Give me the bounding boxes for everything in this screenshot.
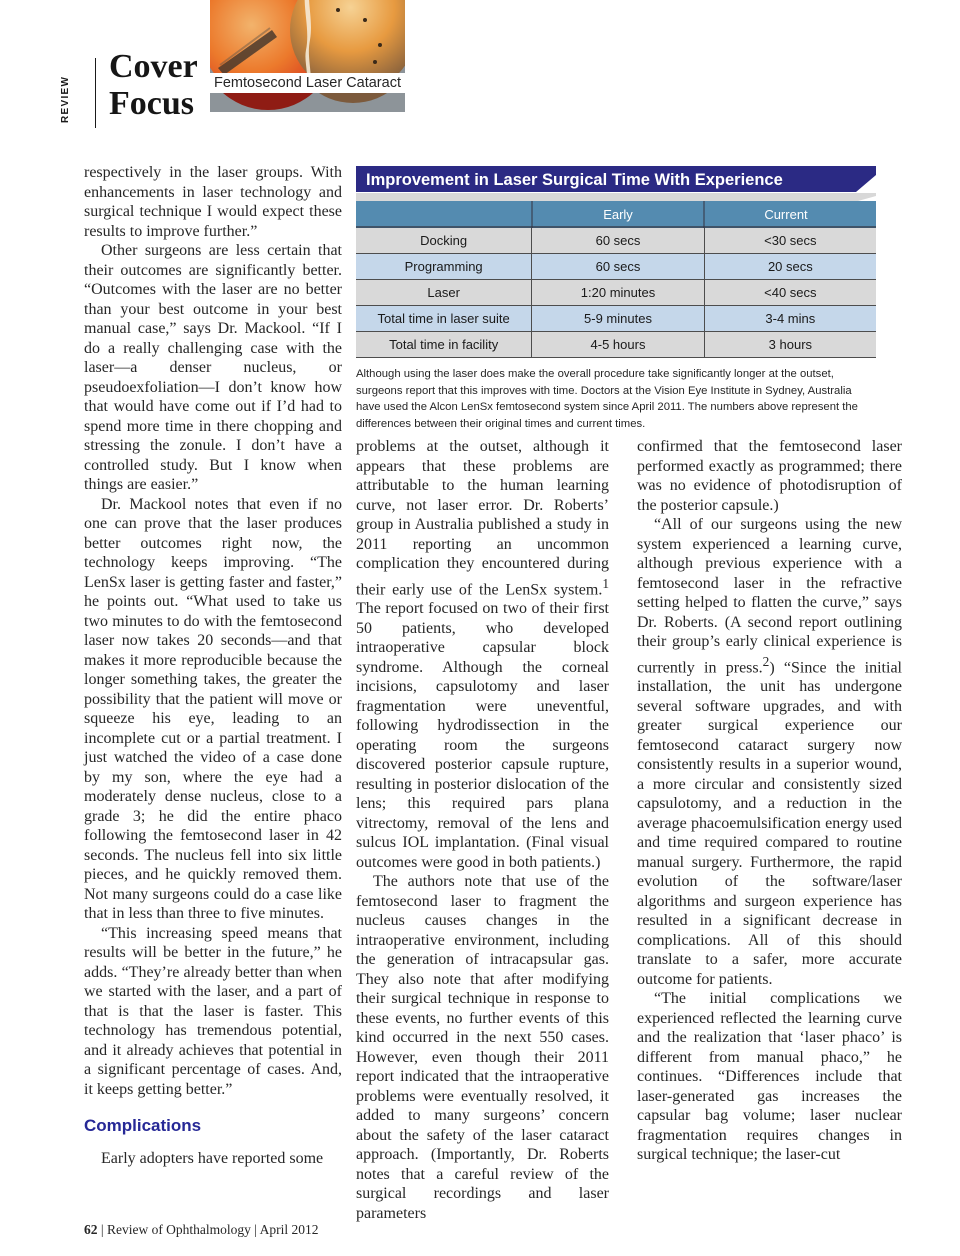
svg-text:Current: Current bbox=[764, 207, 808, 222]
svg-text:REVIEW: REVIEW bbox=[60, 76, 71, 123]
svg-text:Early: Early bbox=[603, 207, 633, 222]
svg-text:Improvement in Laser Surgical: Improvement in Laser Surgical Time With … bbox=[366, 171, 783, 189]
